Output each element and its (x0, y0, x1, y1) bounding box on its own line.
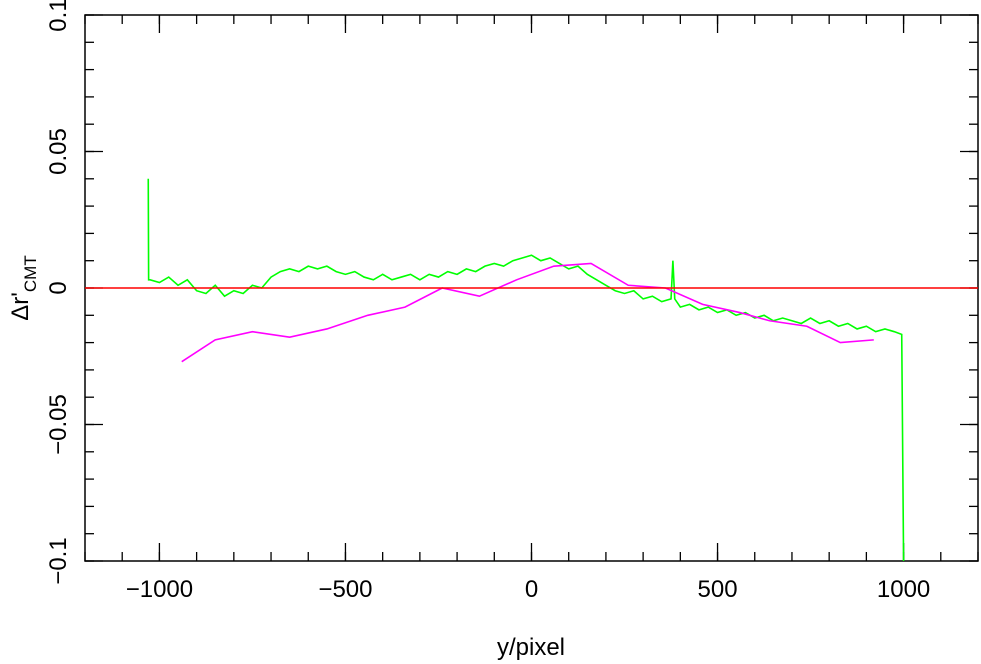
x-tick-label: −500 (318, 576, 372, 603)
x-tick-label: 0 (525, 576, 538, 603)
x-tick-label: 500 (698, 576, 738, 603)
x-tick-label: −1000 (126, 576, 193, 603)
y-tick-label: −0.1 (45, 537, 72, 584)
y-axis-label: Δr'CMT (7, 255, 40, 320)
x-tick-label: 1000 (877, 576, 930, 603)
data-line (147, 178, 905, 562)
y-tick-label: 0.05 (45, 128, 72, 175)
y-axis-label-sub: CMT (21, 255, 40, 292)
y-tick-label: 0 (45, 281, 72, 294)
data-line (181, 262, 874, 363)
y-tick-label: −0.05 (45, 394, 72, 455)
y-axis-label-main: Δr' (7, 292, 34, 321)
y-tick-label: 0.1 (45, 0, 72, 32)
x-axis-label: y/pixel (497, 634, 565, 661)
